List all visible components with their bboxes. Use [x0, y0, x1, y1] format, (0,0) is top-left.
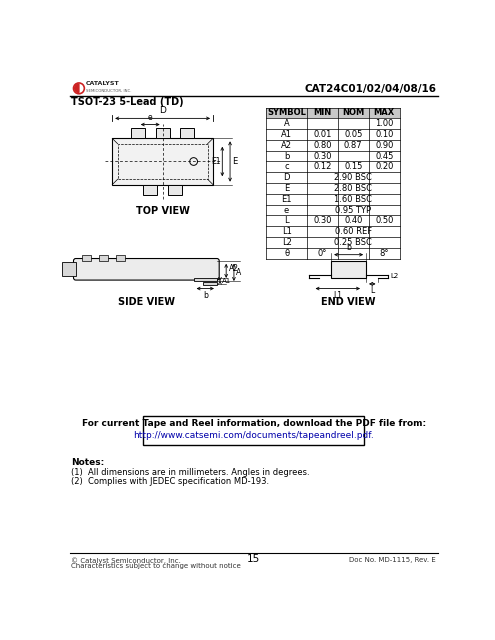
Text: 1.00: 1.00	[375, 119, 394, 128]
Bar	[116, 255, 125, 261]
Text: 0.20: 0.20	[375, 163, 394, 172]
Text: 0°: 0°	[318, 248, 327, 258]
Text: θ: θ	[284, 248, 289, 258]
Text: A2: A2	[229, 264, 239, 273]
Bar	[143, 184, 157, 195]
Text: 0.15: 0.15	[344, 163, 362, 172]
Text: 0.12: 0.12	[313, 163, 332, 172]
Text: c: c	[284, 163, 289, 172]
Text: A: A	[236, 268, 242, 277]
Text: 0.30: 0.30	[313, 216, 332, 225]
Text: 0.80: 0.80	[313, 141, 332, 150]
Bar	[131, 127, 145, 138]
Text: D: D	[283, 173, 290, 182]
Text: L2: L2	[282, 238, 292, 247]
Text: TOP VIEW: TOP VIEW	[136, 206, 190, 216]
FancyBboxPatch shape	[73, 259, 219, 280]
Text: L1: L1	[333, 291, 342, 300]
Text: 0.10: 0.10	[375, 130, 394, 139]
Bar	[194, 278, 217, 281]
Text: 2.90 BSC: 2.90 BSC	[334, 173, 372, 182]
Bar	[112, 138, 213, 184]
Text: 0.30: 0.30	[313, 152, 332, 161]
Text: © Catalyst Semiconductor, Inc.: © Catalyst Semiconductor, Inc.	[71, 557, 181, 564]
Text: b: b	[284, 152, 289, 161]
Text: SIDE VIEW: SIDE VIEW	[118, 297, 175, 307]
Text: 0.87: 0.87	[344, 141, 362, 150]
Text: L1: L1	[282, 227, 292, 236]
Bar	[266, 108, 400, 118]
Text: 1.60 BSC: 1.60 BSC	[334, 195, 372, 204]
Bar	[82, 255, 91, 261]
Text: L: L	[370, 286, 374, 295]
Text: 0.05: 0.05	[344, 130, 362, 139]
Bar	[62, 262, 76, 276]
Text: CAT24C01/02/04/08/16: CAT24C01/02/04/08/16	[304, 84, 436, 94]
Text: e: e	[284, 205, 289, 214]
Text: TSOT-23 5-Lead (TD): TSOT-23 5-Lead (TD)	[71, 97, 184, 108]
Text: 15: 15	[247, 554, 260, 564]
Text: Characteristics subject to change without notice: Characteristics subject to change withou…	[71, 563, 241, 569]
Text: (1)  All dimensions are in millimeters. Angles in degrees.: (1) All dimensions are in millimeters. A…	[71, 468, 310, 477]
Bar	[203, 282, 217, 285]
Text: A2: A2	[281, 141, 292, 150]
Text: e: e	[148, 113, 152, 122]
Text: 0.25 BSC: 0.25 BSC	[334, 238, 372, 247]
Wedge shape	[75, 84, 79, 93]
Text: b: b	[346, 243, 351, 252]
Text: 0.95 TYP: 0.95 TYP	[335, 205, 371, 214]
Bar	[99, 255, 108, 261]
Text: http://www.catsemi.com/documents/tapeandreel.pdf.: http://www.catsemi.com/documents/tapeand…	[133, 431, 374, 440]
Text: 0.60 REF: 0.60 REF	[335, 227, 372, 236]
Text: Notes:: Notes:	[71, 458, 104, 467]
Text: 0.50: 0.50	[375, 216, 394, 225]
Text: A1: A1	[222, 278, 232, 284]
Text: L2: L2	[391, 273, 399, 279]
Text: L: L	[284, 216, 289, 225]
Text: SEMICONDUCTOR, INC.: SEMICONDUCTOR, INC.	[86, 89, 131, 93]
Text: b: b	[203, 291, 208, 300]
Text: 0.40: 0.40	[344, 216, 362, 225]
Text: MAX: MAX	[374, 109, 395, 118]
Bar	[143, 415, 364, 445]
Text: (2)  Complies with JEDEC specification MD-193.: (2) Complies with JEDEC specification MD…	[71, 477, 269, 486]
Text: CATALYST: CATALYST	[86, 81, 119, 86]
Text: 0.90: 0.90	[375, 141, 394, 150]
Text: E: E	[284, 184, 289, 193]
Text: 8°: 8°	[380, 248, 389, 258]
Text: 2.80 BSC: 2.80 BSC	[334, 184, 372, 193]
Text: 0.01: 0.01	[313, 130, 332, 139]
Text: E1: E1	[281, 195, 292, 204]
Text: E: E	[232, 157, 238, 166]
Text: SYMBOL: SYMBOL	[267, 109, 306, 118]
Bar	[168, 184, 182, 195]
Text: END VIEW: END VIEW	[321, 297, 376, 307]
Text: D: D	[159, 106, 166, 115]
Bar	[155, 127, 170, 138]
Text: Doc No. MD-1115, Rev. E: Doc No. MD-1115, Rev. E	[349, 557, 436, 563]
Text: A1: A1	[281, 130, 292, 139]
Text: A: A	[284, 119, 290, 128]
Text: For current Tape and Reel information, download the PDF file from:: For current Tape and Reel information, d…	[82, 419, 426, 428]
Text: MIN: MIN	[313, 109, 331, 118]
Text: 0.45: 0.45	[375, 152, 394, 161]
Bar	[181, 127, 195, 138]
Bar	[118, 144, 207, 179]
Text: E1: E1	[211, 157, 221, 166]
Text: NOM: NOM	[342, 109, 364, 118]
Bar	[331, 261, 366, 278]
